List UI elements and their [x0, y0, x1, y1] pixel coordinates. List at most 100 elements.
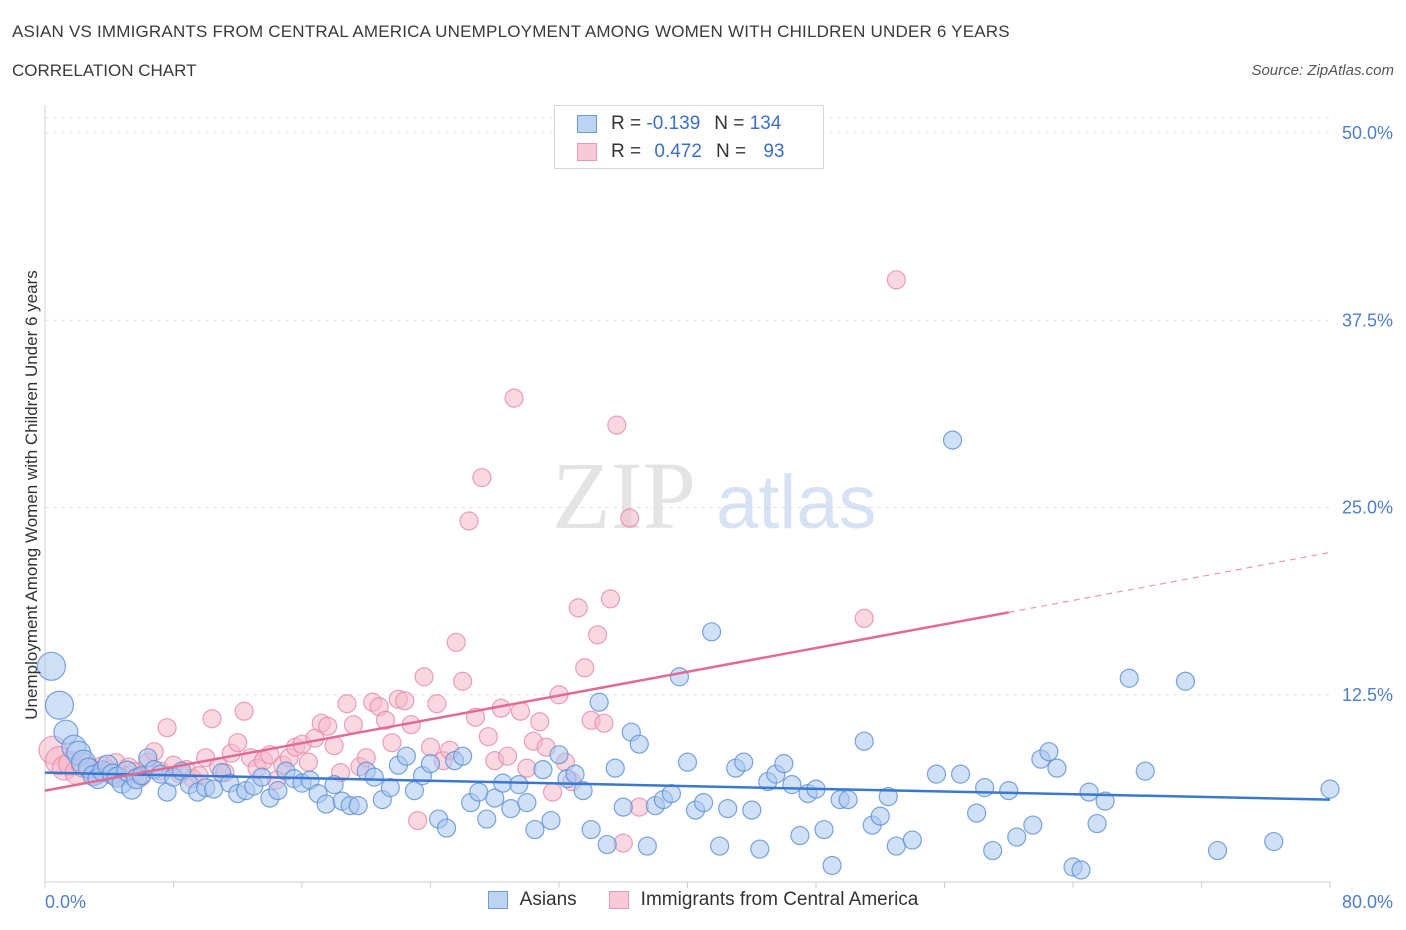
n-value: 93 — [763, 141, 785, 162]
asians-swatch — [577, 115, 597, 133]
central-america-point — [478, 727, 498, 747]
asian-point — [975, 778, 995, 798]
central-america-point — [337, 694, 357, 714]
central-america-point — [629, 797, 649, 817]
asian-point — [1007, 827, 1027, 847]
asian-point — [1023, 815, 1043, 835]
legend-label-asians: Asians — [519, 889, 577, 910]
legend-item-central-america[interactable]: Immigrants from Central America — [608, 889, 918, 911]
watermark-zip: ZIP — [552, 442, 696, 549]
y-tick-label: 12.5% — [1342, 685, 1393, 705]
asian-point — [420, 754, 441, 774]
asian-point — [983, 840, 1003, 861]
trend-lines — [44, 551, 1331, 801]
asian-point — [701, 622, 722, 642]
central-america-swatch — [577, 143, 597, 161]
central-america-point — [594, 713, 614, 733]
central-america-point — [854, 608, 874, 628]
asian-point — [36, 651, 67, 681]
central-america-point — [446, 632, 466, 652]
asian-point — [967, 803, 987, 823]
central-america-point — [228, 733, 248, 753]
central-america-point — [420, 737, 441, 757]
r-value: -0.139 — [646, 113, 701, 134]
central-america-point — [607, 415, 627, 435]
central-america-point — [414, 667, 434, 687]
asian-point — [950, 764, 971, 784]
central-america-point — [234, 701, 254, 721]
central-america-trend-extension — [1008, 551, 1331, 613]
asian-point — [501, 798, 521, 819]
legend-item-asians[interactable]: Asians — [487, 889, 577, 911]
asian-point — [838, 790, 858, 810]
asian-point — [1175, 671, 1196, 691]
asian-trend-line — [44, 771, 1331, 801]
asian-point — [605, 758, 625, 778]
asian-point — [1047, 758, 1067, 778]
asian-point — [999, 781, 1019, 801]
asian-point — [926, 764, 947, 784]
asian-point — [316, 794, 336, 814]
asian-point — [710, 836, 730, 856]
asian-point — [854, 731, 874, 751]
asian-point — [886, 836, 906, 856]
central-america-point — [886, 270, 906, 290]
asian-point — [453, 746, 473, 766]
central-america-trend-line — [44, 611, 1009, 792]
asian-point — [589, 692, 609, 712]
asian-point — [1039, 742, 1059, 762]
r-label: R = — [611, 141, 642, 162]
asian-point — [549, 745, 569, 765]
central-america-point — [453, 671, 473, 691]
asian-point — [436, 818, 457, 838]
asian-point — [1207, 840, 1228, 861]
asian-point — [750, 839, 770, 859]
n-label: N = — [714, 113, 745, 134]
asian-point — [878, 787, 898, 807]
central-america-point — [472, 467, 492, 488]
asian-point — [661, 784, 682, 804]
central-america-point — [298, 752, 319, 772]
asian-point — [573, 781, 593, 801]
central-america-point — [157, 718, 177, 738]
central-america-point — [343, 715, 363, 735]
asian-point — [541, 810, 561, 831]
x-tick-label-min: 0.0% — [45, 892, 86, 912]
central-america-point — [459, 511, 479, 531]
asian-point — [814, 819, 834, 840]
watermark-atlas: atlas — [716, 460, 877, 545]
asian-point — [693, 793, 714, 813]
asian-point — [1079, 782, 1099, 802]
asian-point — [324, 775, 344, 795]
asian-points — [36, 430, 1340, 880]
asian-point — [613, 797, 633, 817]
central-america-point — [542, 782, 563, 802]
n-label: N = — [715, 141, 747, 162]
source-label: Source: ZipAtlas.com — [1251, 62, 1394, 79]
tick-labels: 12.5% 25.0% 37.5% 50.0% 0.0% 80.0% — [45, 123, 1393, 912]
asian-point — [380, 778, 400, 798]
y-tick-label: 37.5% — [1342, 310, 1393, 330]
y-tick-label: 50.0% — [1342, 123, 1393, 143]
asian-point — [822, 855, 842, 876]
asian-point — [525, 819, 545, 840]
asian-point — [782, 775, 802, 795]
central-america-point — [427, 694, 447, 714]
chart-subtitle: CORRELATION CHART — [12, 61, 197, 80]
asians-swatch — [487, 891, 508, 909]
asian-point — [533, 760, 553, 780]
asian-point — [597, 834, 617, 855]
asian-point — [677, 752, 698, 772]
asian-point — [348, 796, 368, 816]
bottom-legend: Asians Immigrants from Central America — [0, 889, 1406, 911]
asian-point — [268, 781, 288, 801]
central-america-point — [318, 716, 338, 736]
central-america-swatch — [608, 891, 629, 909]
chart-title: ASIAN VS IMMIGRANTS FROM CENTRAL AMERICA… — [12, 22, 1010, 41]
asian-point — [637, 836, 657, 856]
stats-row-central-america: R = 0.472 N = 93 — [577, 139, 784, 165]
central-america-point — [202, 709, 222, 729]
asian-point — [44, 690, 75, 720]
asian-point — [204, 779, 224, 799]
asian-point — [742, 800, 762, 820]
